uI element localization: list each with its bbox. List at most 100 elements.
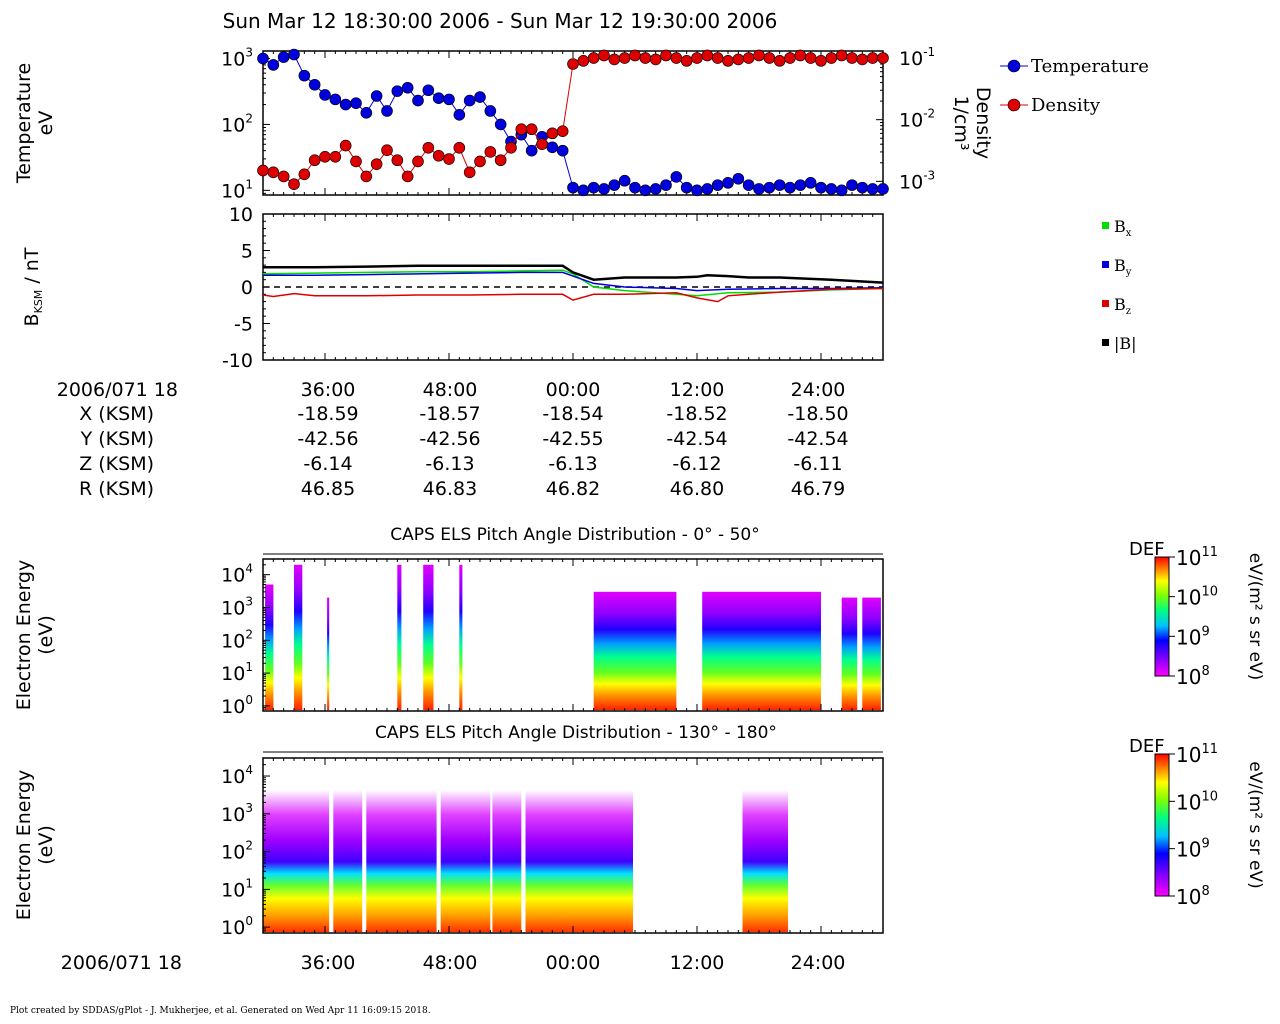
data-point-density xyxy=(608,53,621,66)
data-point-density xyxy=(742,52,755,64)
data-point-temperature xyxy=(691,184,703,197)
data-point-temperature xyxy=(598,183,610,195)
y2-tick-label: 10-3 xyxy=(899,168,935,193)
data-point-density xyxy=(618,52,631,64)
colorbar-title: DEF xyxy=(1129,539,1165,560)
data-point-density xyxy=(432,149,445,162)
data-point-temperature xyxy=(732,172,745,185)
epoch-label: 2006/071 18 xyxy=(57,379,178,401)
data-point-density xyxy=(763,52,776,64)
data-point-density xyxy=(598,49,610,62)
data-point-density xyxy=(463,166,476,179)
y-tick-label: 101 xyxy=(221,177,253,202)
data-point-density xyxy=(308,154,321,167)
data-point-density xyxy=(339,139,352,152)
data-point-temperature xyxy=(722,177,734,189)
ephemeris-table: 2006/071 18 36:00 48:00 00:00 12:00 24:00 X (K… xyxy=(57,379,849,500)
ephemeris-value: 46.80 xyxy=(670,478,724,500)
data-point-temperature xyxy=(329,93,342,106)
ephemeris-value: -18.52 xyxy=(666,403,727,425)
y-tick-label: 101 xyxy=(221,876,253,901)
spectrogram-block xyxy=(263,764,330,932)
pad-130-180-ylabel-unit: (eV) xyxy=(35,825,57,865)
data-point-temperature xyxy=(412,94,424,107)
time-tick-label: 24:00 xyxy=(791,952,846,974)
data-point-temperature xyxy=(742,179,755,191)
data-point-temperature xyxy=(846,179,858,191)
pitch-angle-0-50-panel: CAPS ELS Pitch Angle Distribution - 0° -… xyxy=(13,525,1265,718)
data-point-temperature xyxy=(494,118,507,131)
data-point-temperature xyxy=(370,90,383,102)
pad-0-50-ylabel-unit: (eV) xyxy=(35,615,57,655)
data-point-density xyxy=(257,164,269,177)
data-point-temperature xyxy=(773,179,786,191)
data-point-density xyxy=(329,150,342,163)
legend-swatch xyxy=(1102,222,1109,229)
plasma-moments-legend: Temperature Density xyxy=(1000,56,1149,116)
data-point-density xyxy=(773,55,786,67)
ephemeris-value: -42.54 xyxy=(787,428,848,450)
data-point-density xyxy=(825,52,838,64)
data-point-temperature xyxy=(877,183,889,195)
y-tick-label: 0 xyxy=(241,277,253,299)
series-line-temperature xyxy=(262,53,883,191)
temperature-axis-unit: eV xyxy=(35,111,57,136)
pad-130-180-ylabel: Electron Energy xyxy=(13,770,35,921)
y-tick-label: 104 xyxy=(221,562,253,587)
data-point-temperature xyxy=(629,181,641,194)
data-point-density xyxy=(701,49,714,62)
data-point-temperature xyxy=(639,184,652,197)
spectrogram-block xyxy=(423,564,434,710)
ephemeris-value: -42.55 xyxy=(542,428,603,450)
ephemeris-value: -6.13 xyxy=(548,453,597,475)
footer-credit: Plot created by SDDAS/gPlot - J. Mukherj… xyxy=(10,1006,431,1016)
data-point-temperature xyxy=(825,183,838,195)
colorbar-units: eV/(m² s sr eV) xyxy=(1245,553,1265,680)
spectrogram-block xyxy=(702,591,821,710)
data-point-temperature xyxy=(815,181,827,194)
data-point-density xyxy=(401,170,414,183)
spectrogram-block xyxy=(294,564,303,710)
time-tick-label: 00:00 xyxy=(546,952,601,974)
spectrogram-block xyxy=(742,764,788,932)
data-point-temperature xyxy=(474,91,486,103)
y-tick-label: 10 xyxy=(229,204,253,226)
data-point-temperature xyxy=(463,94,476,107)
data-point-density xyxy=(732,53,745,66)
data-point-temperature xyxy=(856,181,869,194)
y-tick-label: 101 xyxy=(221,660,253,685)
magnetic-field-axis-label: BKSM / nT xyxy=(21,247,45,326)
data-point-density xyxy=(660,49,672,62)
data-point-temperature xyxy=(391,85,404,97)
data-point-temperature xyxy=(443,93,455,106)
data-point-density xyxy=(577,55,590,67)
ephemeris-value: 46.85 xyxy=(301,478,355,500)
plasma-moments-plot-area xyxy=(262,50,884,196)
data-point-density xyxy=(753,49,765,62)
legend-label: Density xyxy=(1031,95,1101,116)
data-point-density xyxy=(835,49,848,62)
colorbar-tick-label: 1011 xyxy=(1176,742,1218,767)
colorbar-tick-label: 108 xyxy=(1176,664,1210,689)
data-point-density xyxy=(639,52,652,64)
data-point-temperature xyxy=(381,105,393,117)
data-point-temperature xyxy=(660,179,672,191)
data-point-density xyxy=(370,158,383,170)
data-point-density xyxy=(856,53,869,66)
data-point-temperature xyxy=(804,177,817,189)
pad-130-180-colorbar: DEF 108 109 1010 1011 eV/(m² s sr eV) xyxy=(1129,736,1265,909)
data-point-density xyxy=(567,58,579,70)
ephemeris-row-label: Z (KSM) xyxy=(79,453,154,475)
epoch-label: 2006/071 18 xyxy=(61,952,182,974)
data-point-density xyxy=(866,52,879,64)
data-point-density xyxy=(784,52,796,64)
spectrogram-block xyxy=(862,597,881,710)
y2-tick-label: 10-2 xyxy=(899,107,935,132)
data-point-density xyxy=(804,52,817,64)
y-tick-label: 103 xyxy=(221,46,253,71)
data-point-density xyxy=(484,146,497,158)
time-tick-label: 00:00 xyxy=(546,379,601,401)
pad-130-180-title: CAPS ELS Pitch Angle Distribution - 130°… xyxy=(375,723,777,743)
data-point-temperature xyxy=(577,184,590,197)
data-point-density xyxy=(422,141,435,154)
